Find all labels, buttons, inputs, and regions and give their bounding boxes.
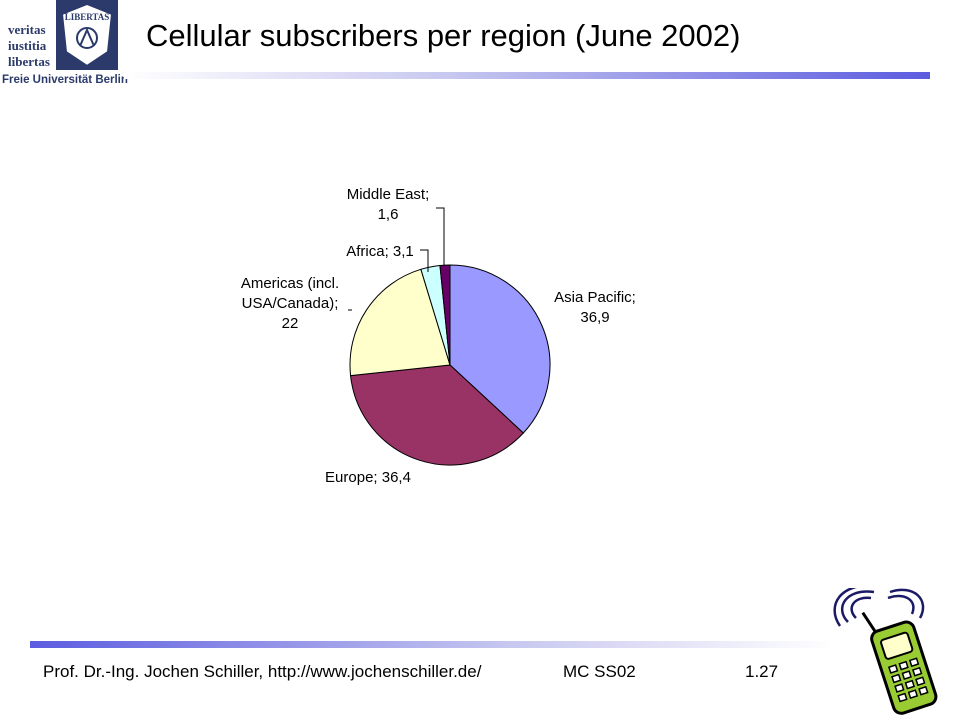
- data-label: Europe; 36,4: [325, 469, 411, 486]
- logo-motto-line: libertas: [8, 54, 50, 69]
- footer-page-number: 1.27: [745, 662, 779, 681]
- data-label: Asia Pacific; 36,9: [554, 289, 636, 326]
- title-divider-bar: [124, 72, 930, 79]
- pie-slice-europe: [350, 364, 525, 466]
- footer-author: Prof. Dr.-Ing. Jochen Schiller, http://w…: [43, 662, 482, 681]
- pie-slice-asia-pacific: [449, 264, 551, 434]
- logo-motto: veritas iustitia libertas: [8, 22, 50, 70]
- leader-line: [436, 207, 445, 266]
- university-name: Freie Universität Berlin: [2, 74, 128, 86]
- university-logo: veritas iustitia libertas LIBERTAS Freie…: [0, 0, 128, 92]
- pie-slice-americas-incl-usa-canada: [349, 268, 451, 377]
- cellphone-clipart-icon: [833, 588, 938, 715]
- data-label: Middle East; 1,6: [347, 186, 430, 223]
- pie-slice-middle-east: [439, 264, 451, 366]
- footer-divider-bar: [30, 641, 836, 648]
- logo-motto-line: veritas: [8, 22, 46, 37]
- university-seal-icon: LIBERTAS: [56, 0, 118, 70]
- footer-course: MC SS02: [563, 662, 636, 681]
- seal-lettering: LIBERTAS: [65, 12, 110, 22]
- data-label: Africa; 3,1: [346, 243, 414, 260]
- logo-motto-line: iustitia: [8, 38, 47, 53]
- pie-chart: Asia Pacific; 36,9 Europe; 36,4 Americas (i…: [241, 186, 636, 486]
- leader-line: [420, 249, 429, 272]
- data-label: Americas (incl. USA/Canada); 22: [241, 275, 339, 332]
- slide-title: Cellular subscribers per region (June 20…: [146, 18, 741, 53]
